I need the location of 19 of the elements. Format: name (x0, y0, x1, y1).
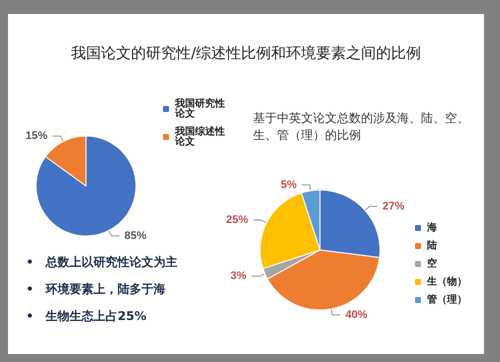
data-label: 40% (345, 308, 368, 321)
legend-label: 海 (426, 222, 437, 234)
legend-label: 我国综述性论文 (174, 126, 225, 148)
text: • 生物生态上占25% (26, 308, 148, 325)
data-label: 25% (226, 214, 248, 226)
legend-label: 陆 (427, 240, 437, 252)
data-label: 5% (280, 178, 297, 191)
text: • 总数上以研究性论文为主 (26, 254, 179, 271)
text: • 环境要素上，陆多于海 (26, 281, 167, 298)
data-label: 3% (230, 270, 247, 282)
chart-title: 基于中英文论文总数的涉及海、陆、空、生、管（理）的比例 (253, 110, 470, 144)
chart-title: 我国论文的研究性/综述性比例和环境要素之间的比例 (70, 44, 422, 63)
data-label: 27% (382, 200, 405, 212)
legend-label: 空 (427, 258, 437, 270)
legend-label: 我国研究性论文 (174, 98, 225, 120)
data-label: 15% (26, 130, 48, 142)
legend-label: 生（物） (426, 276, 467, 288)
legend-label: 管（理） (426, 294, 467, 306)
data-label: 85% (124, 230, 147, 242)
